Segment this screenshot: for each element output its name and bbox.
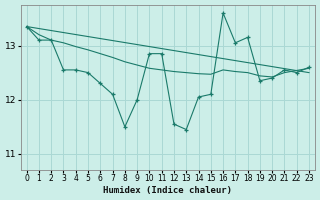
X-axis label: Humidex (Indice chaleur): Humidex (Indice chaleur) <box>103 186 232 195</box>
